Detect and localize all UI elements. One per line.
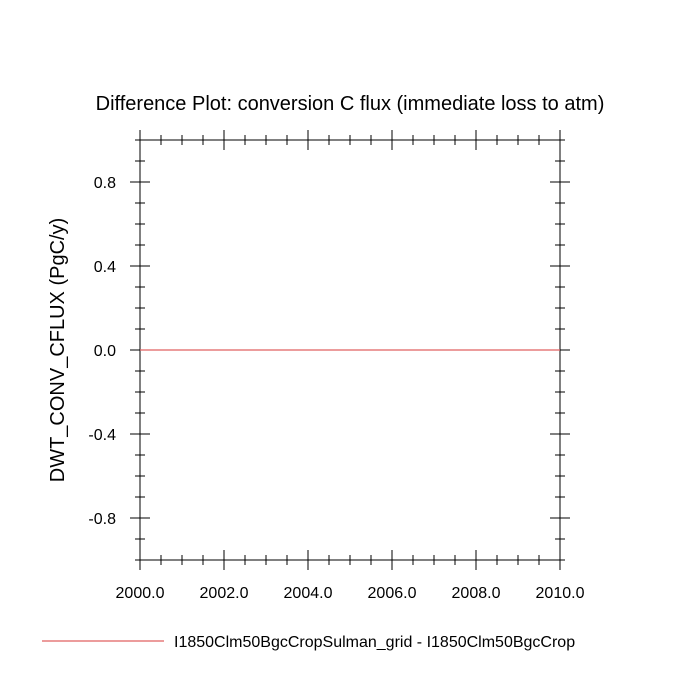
x-tick-label: 2000.0 [116,585,165,602]
x-tick-label: 2010.0 [536,585,585,602]
chart-title: Difference Plot: conversion C flux (imme… [96,93,605,115]
x-tick-label: 2004.0 [284,585,333,602]
y-tick-label: -0.8 [88,511,116,528]
x-axis-tick-labels: 2000.0 2002.0 2004.0 2006.0 2008.0 2010.0 [116,585,585,602]
y-axis-label: DWT_CONV_CFLUX (PgC/y) [47,218,69,482]
y-tick-label: 0.8 [94,175,116,192]
legend: I1850Clm50BgcCropSulman_grid - I1850Clm5… [42,634,575,651]
y-axis-tick-labels: 0.8 0.4 0.0 -0.4 -0.8 [88,175,116,528]
y-tick-label: 0.4 [94,259,116,276]
x-tick-label: 2008.0 [452,585,501,602]
x-axis-ticks [139,130,561,570]
x-tick-label: 2002.0 [200,585,249,602]
y-tick-label: 0.0 [94,343,116,360]
y-tick-label: -0.4 [88,427,116,444]
legend-label: I1850Clm50BgcCropSulman_grid - I1850Clm5… [174,634,575,651]
x-tick-label: 2006.0 [368,585,417,602]
